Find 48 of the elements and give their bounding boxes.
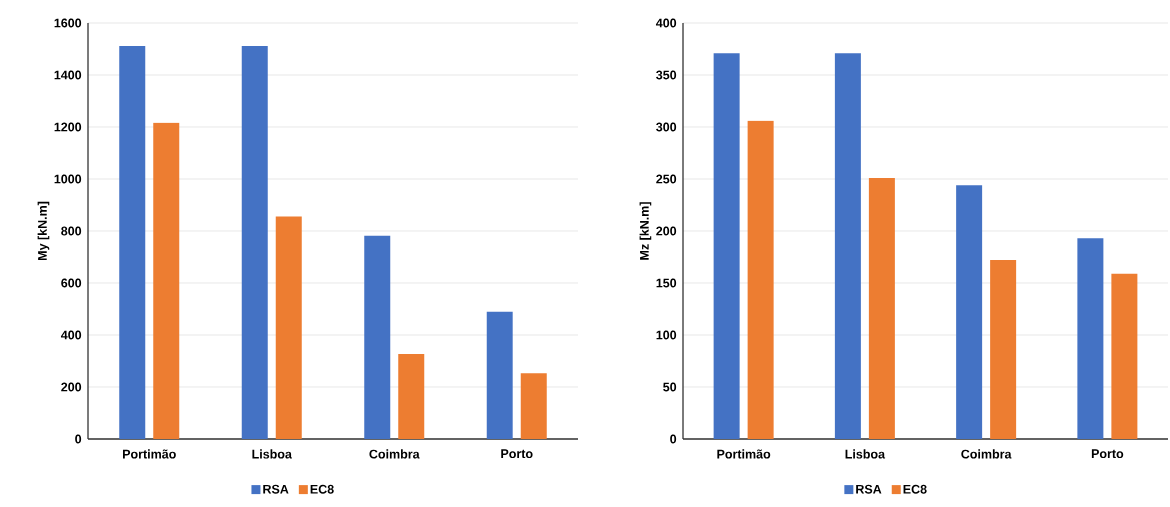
bar — [241, 45, 268, 439]
y-axis-title: Mz [kN.m] — [639, 202, 652, 260]
bar — [956, 185, 983, 439]
bar — [520, 373, 547, 439]
bar — [868, 177, 895, 439]
legend-label: RSA — [263, 484, 289, 494]
legend-label: EC8 — [903, 484, 927, 494]
x-tick-label: Porto — [1091, 449, 1124, 459]
bar — [747, 120, 774, 439]
y-tick-label: 0 — [670, 434, 677, 444]
x-tick-label: Porto — [501, 449, 533, 459]
y-tick-label: 150 — [656, 278, 677, 288]
y-tick-label: 0 — [75, 434, 82, 444]
y-tick-label: 300 — [656, 122, 677, 132]
bar — [486, 311, 513, 439]
y-tick-label: 1200 — [54, 122, 82, 132]
bar — [713, 53, 740, 439]
y-axis-title: My [kN.m] — [37, 201, 50, 261]
bar — [153, 122, 180, 439]
x-tick-label: Coimbra — [961, 449, 1012, 459]
y-tick-label: 350 — [656, 70, 677, 80]
y-tick-label: 400 — [60, 330, 82, 340]
x-tick-label: Coimbra — [369, 449, 420, 459]
bar — [834, 53, 861, 439]
x-tick-label: Lisboa — [845, 449, 886, 459]
bar — [1077, 238, 1104, 439]
bar — [990, 260, 1017, 439]
y-tick-label: 1600 — [54, 18, 82, 28]
x-tick-label: Portimão — [717, 449, 771, 459]
y-tick-label: 400 — [655, 18, 677, 28]
bar — [1111, 273, 1138, 439]
y-tick-label: 50 — [663, 382, 677, 392]
y-tick-label: 200 — [656, 226, 677, 236]
y-tick-label: 100 — [656, 330, 677, 340]
legend-label: RSA — [856, 484, 882, 494]
x-tick-label: Lisboa — [252, 449, 292, 459]
bar — [275, 216, 302, 439]
y-tick-label: 800 — [61, 226, 82, 236]
bar — [119, 45, 146, 439]
legend-label: EC8 — [310, 484, 334, 494]
y-tick-label: 1400 — [54, 70, 82, 80]
bar — [364, 235, 391, 439]
y-tick-label: 600 — [61, 278, 82, 288]
bar — [398, 353, 425, 439]
y-tick-label: 1000 — [54, 174, 82, 184]
y-tick-label: 250 — [656, 174, 677, 184]
y-tick-label: 200 — [61, 382, 82, 392]
x-tick-label: Portimão — [123, 449, 176, 459]
